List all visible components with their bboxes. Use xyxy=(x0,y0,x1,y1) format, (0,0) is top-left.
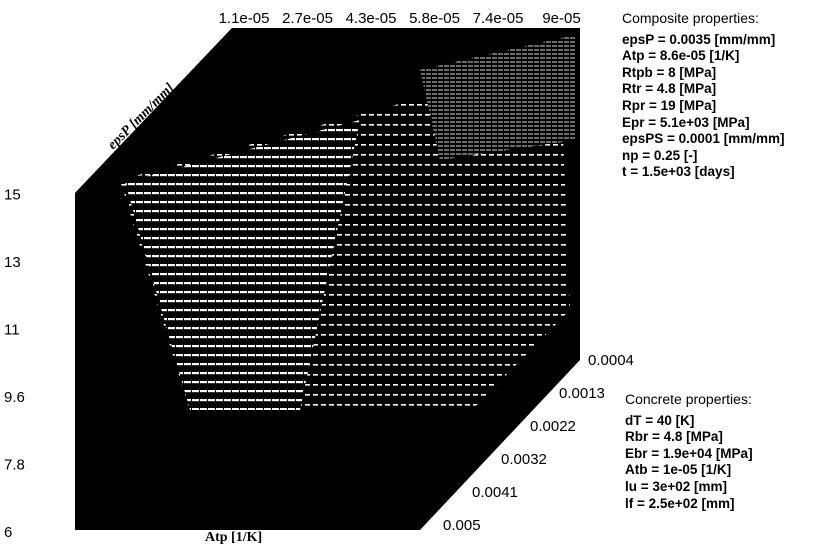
z-tick-label: 13 xyxy=(4,254,21,271)
y-tick-label: 0.0032 xyxy=(501,451,547,468)
x-axis-ticks: 1.1e-05 2.7e-05 4.3e-05 5.8e-05 7.4e-05 9e-05 xyxy=(219,10,581,27)
composite-properties-panel: Composite properties: epsP = 0.0035 [mm/… xyxy=(622,10,784,181)
composite-property-row: Rpr = 19 [MPa] xyxy=(622,97,717,113)
surface-mesh-bright xyxy=(125,120,360,410)
concrete-property-row: Rbr = 4.8 [MPa] xyxy=(625,429,723,445)
concrete-properties-list: dT = 40 [K] Rbr = 4.8 [MPa] Ebr = 1.9e+04 … xyxy=(625,413,753,513)
x-tick-label: 1.1e-05 xyxy=(219,10,270,27)
z-tick-label: 7.8 xyxy=(4,457,25,474)
composite-properties-title: Composite properties: xyxy=(622,10,759,26)
y-tick-label: 0.005 xyxy=(443,517,481,534)
y-tick-label: 0.0004 xyxy=(588,352,634,369)
composite-property-row: np = 0.25 [-] xyxy=(622,147,698,163)
concrete-property-row: dT = 40 [K] xyxy=(625,412,695,428)
z-tick-label: 6 xyxy=(4,524,12,541)
x-tick-label: 7.4e-05 xyxy=(473,10,524,27)
x-tick-label: 2.7e-05 xyxy=(282,10,333,27)
z-tick-label: 15 xyxy=(4,187,21,204)
x-tick-label: 5.8e-05 xyxy=(409,10,460,27)
y-tick-label: 0.0022 xyxy=(530,418,576,435)
x-tick-label: 9e-05 xyxy=(542,10,580,27)
y-tick-label: 0.0041 xyxy=(472,484,518,501)
z-axis-label: Rtpb [MPa] xyxy=(564,190,579,262)
x-tick-label: 4.3e-05 xyxy=(346,10,397,27)
surface-mesh-fine xyxy=(420,35,575,160)
z-tick-label: 9.6 xyxy=(4,389,25,406)
concrete-properties-panel: Concrete properties: dT = 40 [K] Rbr = 4.… xyxy=(625,391,753,512)
composite-property-row: Rtpb = 8 [MPa] xyxy=(622,64,717,80)
composite-property-row: t = 1.5e+03 [days] xyxy=(622,164,735,180)
concrete-properties-title: Concrete properties: xyxy=(625,391,752,407)
composite-property-row: epsPS = 0.0001 [mm/mm] xyxy=(622,131,785,147)
composite-property-row: Atp = 8.6e-05 [1/K] xyxy=(622,48,740,64)
concrete-property-row: lu = 3e+02 [mm] xyxy=(625,478,728,494)
z-axis-ticks: 6 7.8 9.6 11 13 15 xyxy=(4,187,25,542)
concrete-property-row: Atb = 1e-05 [1/K] xyxy=(625,462,732,478)
composite-property-row: Rtr = 4.8 [MPa] xyxy=(622,81,717,97)
composite-property-row: epsP = 0.0035 [mm/mm] xyxy=(622,31,776,47)
concrete-property-row: Ebr = 1.9e+04 [MPa] xyxy=(625,445,753,461)
z-tick-label: 11 xyxy=(4,322,20,339)
x-axis-label: Atp [1/K] xyxy=(205,530,262,545)
composite-property-row: Epr = 5.1e+03 [MPa] xyxy=(622,114,750,130)
concrete-property-row: lf = 2.5e+02 [mm] xyxy=(625,495,735,511)
y-axis-ticks: 0.0004 0.0013 0.0022 0.0032 0.0041 0.005 xyxy=(443,352,634,534)
y-tick-label: 0.0013 xyxy=(559,385,605,402)
composite-properties-list: epsP = 0.0035 [mm/mm] Atp = 8.6e-05 [1/K]… xyxy=(622,32,784,181)
